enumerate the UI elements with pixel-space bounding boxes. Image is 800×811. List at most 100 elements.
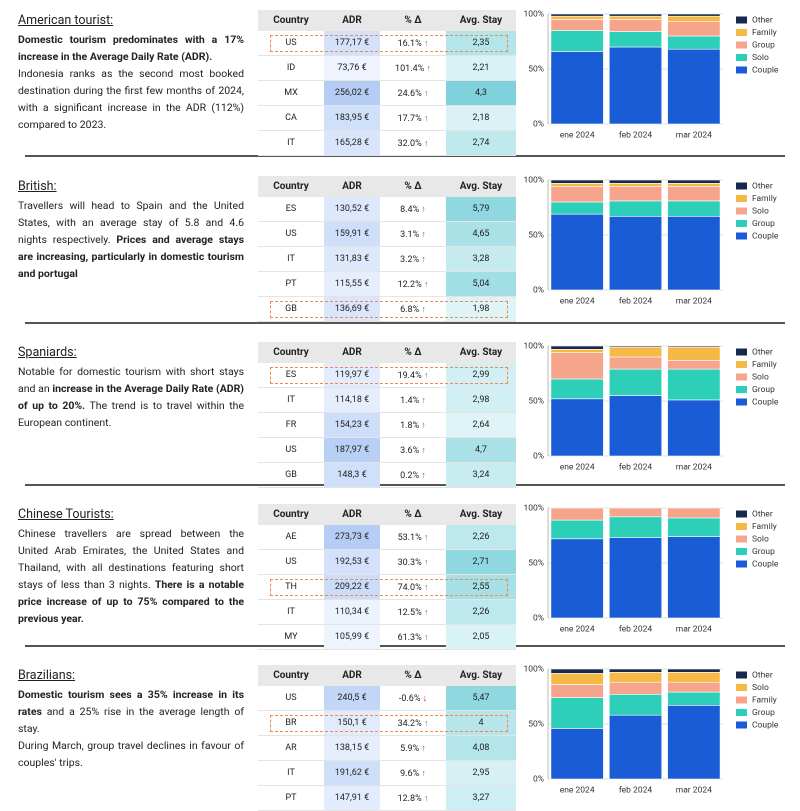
legend-label: Family (752, 695, 777, 705)
text-run: and a 25% rise in the average length of … (18, 705, 244, 735)
trend-arrow: ↑ (423, 582, 429, 593)
column-header: % Δ (380, 504, 446, 525)
change-cell: 5.9% ↑ (380, 735, 446, 761)
change-cell: 32.0% ↑ (380, 130, 446, 156)
table-row: ID 73,76 €101.4% ↑ 2,21 (258, 55, 516, 81)
legend-label: Group (752, 547, 775, 557)
bar-segment (608, 672, 663, 683)
bar-segment (608, 345, 663, 348)
bar-segment (608, 31, 663, 48)
trend-arrow: ↑ (421, 743, 426, 754)
legend-label: Group (752, 219, 775, 229)
adr-cell: 191,62 € (324, 760, 380, 786)
change-value: 3.2% (400, 254, 420, 265)
table-row: IT 165,28 €32.0% ↑ 2,74 (258, 130, 516, 156)
y-tick-label: 0% (533, 285, 544, 295)
change-cell: 17.7% ↑ (380, 105, 446, 131)
data-table: Country ADR% Δ Avg. Stay ES 119,97 €19.4% ↑ 2… (258, 342, 516, 488)
trend-arrow: ↑ (421, 229, 426, 240)
x-tick-label: mar 2024 (676, 296, 712, 306)
legend-swatch (736, 16, 747, 24)
data-table: Country ADR% Δ Avg. Stay US 177,17 €16.1% ↑ 2… (258, 10, 516, 156)
table-row: CA 183,95 €17.7% ↑ 2,18 (258, 105, 516, 131)
bar-segment (550, 201, 604, 215)
bar-segment (608, 681, 663, 695)
legend-swatch (736, 66, 747, 74)
x-tick-label: feb 2024 (619, 785, 653, 795)
change-value: 19.4% (397, 370, 422, 381)
change-cell: 12.5% ↑ (380, 599, 446, 625)
chart: 0% 50% 100% ene 2024 feb 2024 mar 2024 Couple G… (523, 175, 779, 306)
y-tick-label: 100% (523, 341, 544, 351)
bar-segment (550, 398, 604, 457)
bar-segment (550, 179, 604, 184)
column-header: Avg. Stay (446, 342, 516, 363)
header-row: Country ADR% Δ Avg. Stay (258, 665, 516, 686)
legend-label: Solo (752, 53, 769, 63)
x-tick-label: feb 2024 (619, 130, 653, 140)
legend-label: Family (752, 522, 777, 532)
column-header: % Δ (380, 176, 446, 197)
section: American tourist: Domestic tourism predom… (0, 4, 800, 156)
change-value: 101.4% (395, 63, 425, 74)
column-header: ADR (324, 10, 380, 31)
stay-cell: 3,28 (446, 246, 516, 272)
x-tick-label: ene 2024 (560, 296, 595, 306)
bar-segment (608, 368, 663, 396)
bar-segment (608, 346, 663, 358)
legend-label: Other (752, 509, 773, 519)
bar-segment (550, 51, 604, 125)
column-header: Avg. Stay (446, 665, 516, 686)
adr-cell: 131,83 € (324, 246, 380, 272)
country-cell: ES (258, 197, 324, 222)
bar-segment (667, 681, 721, 693)
adr-cell: 138,15 € (324, 735, 380, 761)
country-cell: MX (258, 80, 324, 106)
adr-cell: 240,5 € (324, 686, 380, 711)
adr-cell: 148,3 € (324, 462, 380, 488)
change-value: 53.1% (397, 532, 422, 543)
legend-swatch (736, 232, 747, 240)
text-run: Notable for domestic tourism with short … (18, 365, 244, 395)
change-value: 3.1% (400, 229, 420, 240)
text-run: During March, group travel declines in f… (18, 739, 244, 769)
table-row: MY 105,99 €61.3% ↑ 2,05 (258, 624, 516, 650)
change-cell: 8.4% ↑ (380, 197, 446, 222)
country-cell: GB (258, 462, 324, 488)
y-tick-label: 50% (528, 396, 544, 406)
change-cell: 24.6% ↑ (380, 80, 446, 106)
column-header: Country (258, 342, 324, 363)
bar-segment (667, 691, 721, 706)
text-run: Domestic tourism predominates with a 17%… (18, 33, 244, 63)
trend-arrow: ↑ (421, 395, 426, 406)
bar-segment (608, 714, 663, 780)
data-table: Country ADR% Δ Avg. Stay AE 273,73 €53.1% ↑ 2… (258, 504, 516, 650)
change-value: 1.8% (400, 420, 420, 431)
legend-label: Couple (752, 720, 779, 730)
y-tick-label: 50% (528, 230, 544, 240)
bar-segment (550, 728, 604, 780)
legend-label: Couple (752, 231, 779, 241)
table-row: FR 154,23 €1.8% ↑ 2,64 (258, 412, 516, 438)
stay-cell: 2,98 (446, 387, 516, 413)
country-cell: US (258, 221, 324, 247)
section-heading: British: (18, 179, 57, 194)
trend-arrow: ↑ (421, 204, 426, 215)
trend-arrow: ↑ (421, 254, 426, 265)
bar-segment (608, 668, 663, 673)
description: Spaniards: Notable for domestic tourism w… (18, 344, 244, 431)
change-value: 24.6% (397, 88, 422, 99)
country-cell: US (258, 437, 324, 463)
legend-label: Couple (752, 397, 779, 407)
stay-cell: 5,04 (446, 271, 516, 297)
table-row: US 192,53 €30.3% ↑ 2,71 (258, 549, 516, 575)
legend-swatch (736, 54, 747, 61)
change-value: 12.8% (397, 793, 422, 804)
stay-cell: 2,95 (446, 760, 516, 786)
legend-swatch (736, 535, 747, 543)
country-cell: FR (258, 412, 324, 438)
trend-arrow: ↑ (421, 470, 426, 481)
legend-swatch (736, 709, 747, 716)
bar-segment (667, 359, 721, 370)
